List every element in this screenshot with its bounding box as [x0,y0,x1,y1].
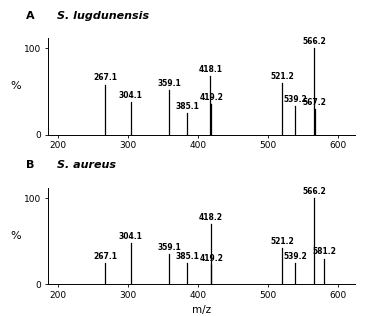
Text: 385.1: 385.1 [175,102,199,111]
Text: 418.2: 418.2 [198,213,223,222]
Text: 419.2: 419.2 [199,93,223,102]
X-axis label: m/z: m/z [192,305,211,315]
Text: 419.2: 419.2 [199,254,223,263]
Text: 567.2: 567.2 [303,98,326,106]
Text: A: A [26,10,35,21]
Text: 566.2: 566.2 [302,37,326,46]
Y-axis label: %: % [11,231,21,241]
Text: S. aureus: S. aureus [57,160,116,170]
Text: 359.1: 359.1 [157,243,181,252]
Text: 304.1: 304.1 [119,91,143,100]
Text: B: B [26,160,34,170]
Text: 267.1: 267.1 [93,252,117,261]
Text: 566.2: 566.2 [302,187,326,196]
Text: 385.1: 385.1 [175,252,199,261]
Text: 359.1: 359.1 [157,79,181,88]
Y-axis label: %: % [11,81,21,91]
Text: 521.2: 521.2 [270,237,294,246]
Text: S. lugdunensis: S. lugdunensis [57,10,149,21]
Text: 539.2: 539.2 [283,252,307,261]
Text: 267.1: 267.1 [93,73,117,82]
Text: 418.1: 418.1 [198,65,223,74]
Text: 304.1: 304.1 [119,232,143,241]
Text: 539.2: 539.2 [283,95,307,104]
Text: 521.2: 521.2 [270,72,294,81]
Text: 581.2: 581.2 [313,247,336,256]
